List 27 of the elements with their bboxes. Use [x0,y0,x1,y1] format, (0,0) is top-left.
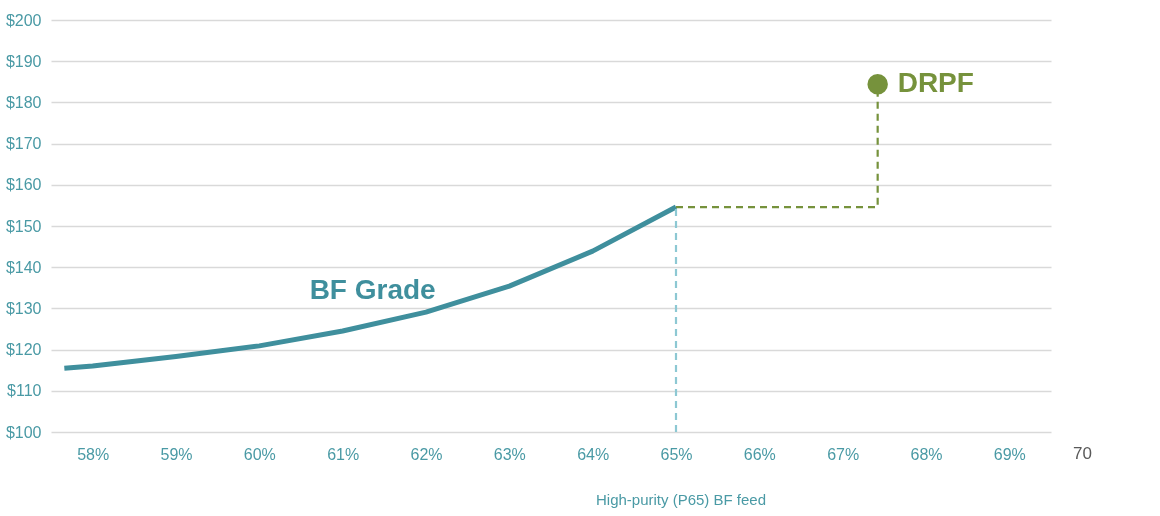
y-tick-label: $160 [5,176,42,194]
y-tick-label: $100 [5,423,42,441]
x-tick-label: 61% [327,445,360,463]
x-tick-label: 65% [660,445,693,463]
x-tick-label: 68% [910,445,943,463]
y-tick-label: $130 [5,299,42,317]
x-tick-label: 67% [827,445,860,463]
y-tick-label: $170 [5,135,42,153]
series-label: BF Grade [309,274,436,306]
y-tick-label: $200 [5,11,42,29]
y-tick-label: $150 [5,217,42,235]
y-tick-label: $120 [5,341,42,359]
text: 70 [1073,444,1092,463]
series-label: DRPF [897,67,974,99]
x-tick-label: 64% [577,445,610,463]
x-tick-label: 58% [77,445,110,463]
y-tick-label: $140 [5,258,42,276]
x-tick-label: 59% [160,445,193,463]
x-tick-label: 63% [493,445,526,463]
x-tick-label: 60% [243,445,276,463]
y-tick-label: $180 [5,93,42,111]
x-tick-label: 62% [410,445,443,463]
x-tick-label: 69% [993,445,1026,463]
x-axis-title: High-purity (P65) BF feed [595,491,767,508]
x-tick-label: 66% [743,445,776,463]
y-tick-label: $110 [7,382,42,400]
y-tick-label: $190 [5,52,42,70]
